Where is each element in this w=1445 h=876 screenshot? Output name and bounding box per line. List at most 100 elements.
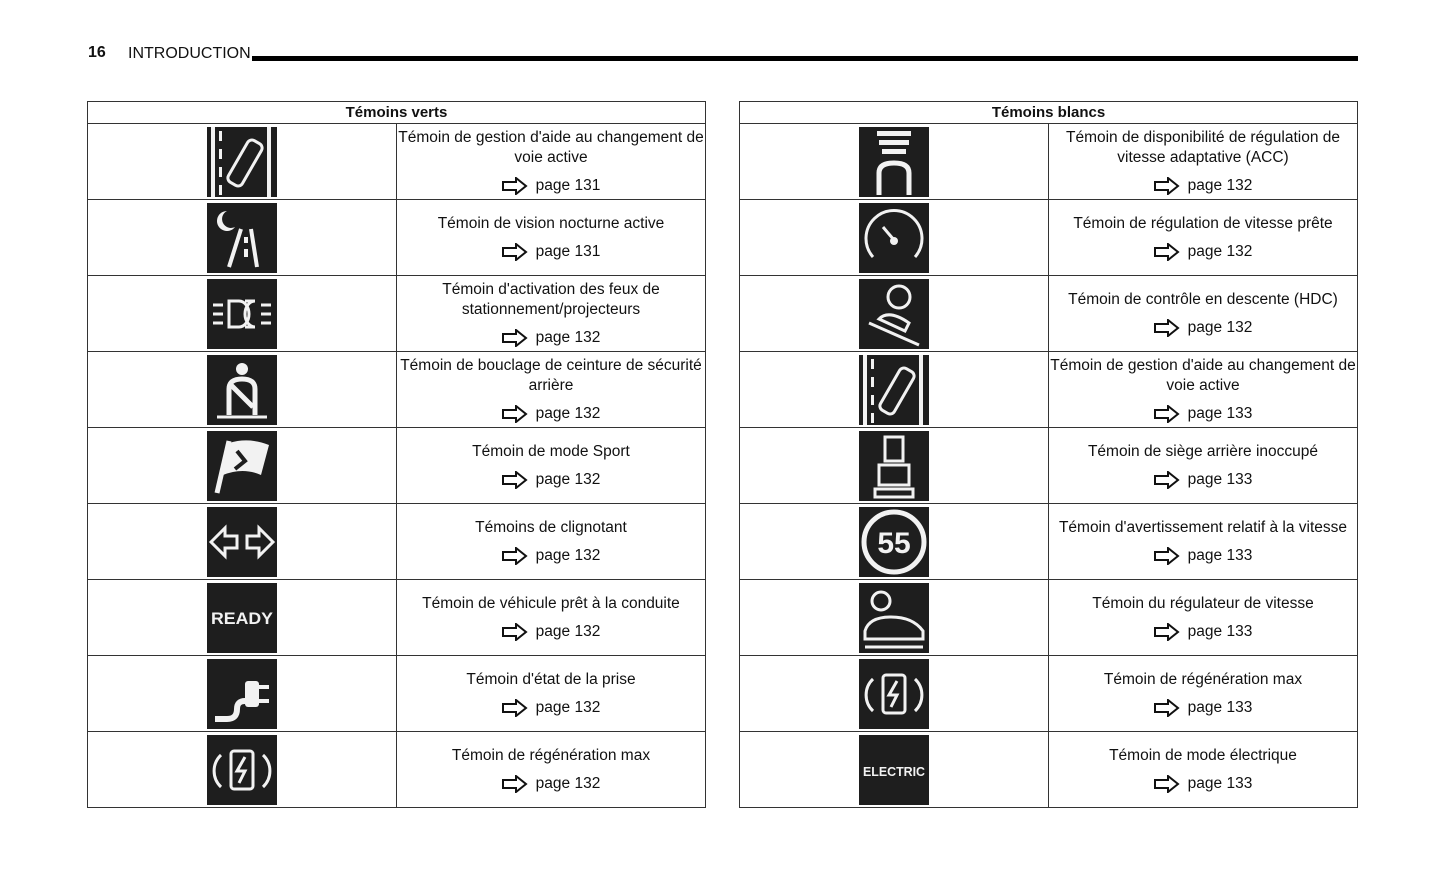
page-link[interactable]: page 133 — [1187, 623, 1253, 640]
page-link[interactable]: page 132 — [535, 547, 601, 564]
page-reference[interactable]: page 132 — [397, 699, 705, 717]
page-reference[interactable]: page 131 — [397, 243, 705, 261]
max-regeneration-icon — [859, 658, 929, 729]
icon-cell — [739, 199, 1049, 276]
page-link[interactable]: page 132 — [535, 775, 601, 792]
page-link[interactable]: page 133 — [1187, 547, 1253, 564]
section-title: INTRODUCTION — [128, 45, 251, 62]
arrow-right-icon — [1153, 547, 1180, 565]
arrow-right-icon — [1153, 775, 1180, 793]
icon-cell — [87, 427, 397, 504]
icon-cell — [87, 199, 397, 276]
page-link[interactable]: page 133 — [1187, 775, 1253, 792]
header-rule — [252, 56, 1358, 61]
page-reference[interactable]: page 131 — [397, 177, 705, 195]
page-link[interactable]: page 132 — [1187, 177, 1253, 194]
indicator-description: Témoin de vision nocturne active — [437, 215, 665, 232]
description-cell: Témoin de mode électrique page 133 — [1048, 731, 1358, 808]
page-number: 16 — [88, 44, 106, 61]
page-link[interactable]: page 133 — [1187, 471, 1253, 488]
page-reference[interactable]: page 133 — [1049, 471, 1357, 489]
page-link[interactable]: page 133 — [1187, 405, 1253, 422]
page-link[interactable]: page 132 — [1187, 243, 1253, 260]
speed-label: 55 — [877, 527, 910, 560]
rear-seat-unoccupied-icon — [859, 430, 929, 501]
page-reference[interactable]: page 132 — [1049, 319, 1357, 337]
ready-icon: READY — [207, 582, 277, 653]
page-reference[interactable]: page 133 — [1049, 547, 1357, 565]
page-reference[interactable]: page 132 — [397, 329, 705, 347]
icon-label: READY — [211, 609, 274, 628]
icon-cell — [739, 351, 1049, 428]
page-link[interactable]: page 133 — [1187, 699, 1253, 716]
acc-available-icon — [859, 126, 929, 197]
page-link[interactable]: page 132 — [535, 329, 601, 346]
turn-signal-icon — [207, 506, 277, 577]
arrow-right-icon — [1153, 405, 1180, 423]
page-reference[interactable]: page 133 — [1049, 405, 1357, 423]
icon-cell — [87, 731, 397, 808]
page-reference[interactable]: page 132 — [397, 547, 705, 565]
description-cell: Témoin d'avertissement relatif à la vite… — [1048, 503, 1358, 580]
icon-cell: 55 — [739, 503, 1049, 580]
page-link[interactable]: page 132 — [535, 471, 601, 488]
table-row: Témoin de régulation de vitesse prête pa… — [739, 199, 1358, 276]
night-vision-icon — [207, 202, 277, 273]
page-reference[interactable]: page 132 — [1049, 243, 1357, 261]
icon-cell — [739, 427, 1049, 504]
arrow-right-icon — [501, 177, 528, 195]
speed-regulator-icon — [859, 582, 929, 653]
description-cell: Témoin d'état de la prise page 132 — [396, 655, 706, 732]
arrow-right-icon — [1153, 471, 1180, 489]
page-link[interactable]: page 132 — [535, 623, 601, 640]
description-cell: Témoin de contrôle en descente (HDC) pag… — [1048, 275, 1358, 352]
description-cell: Témoin de régulation de vitesse prête pa… — [1048, 199, 1358, 276]
hill-descent-control-icon — [859, 278, 929, 349]
icon-cell — [739, 123, 1049, 200]
indicator-description: Témoin de régénération max — [1103, 671, 1303, 688]
page-link[interactable]: page 132 — [1187, 319, 1253, 336]
page-reference[interactable]: page 132 — [1049, 177, 1357, 195]
page-header: 16 INTRODUCTION — [88, 44, 1358, 64]
page-reference[interactable]: page 132 — [397, 623, 705, 641]
page-reference[interactable]: page 132 — [397, 775, 705, 793]
arrow-right-icon — [501, 547, 528, 565]
page-link[interactable]: page 131 — [535, 243, 601, 260]
table-row: Témoin de vision nocturne active page 13… — [87, 199, 706, 276]
description-cell: Témoin de bouclage de ceinture de sécuri… — [396, 351, 706, 428]
indicator-description: Témoin d'état de la prise — [466, 671, 636, 688]
electric-mode-icon: ELECTRIC — [859, 734, 929, 805]
icon-label: ELECTRIC — [863, 764, 926, 779]
icon-cell — [739, 579, 1049, 656]
description-cell: Témoin de mode Sport page 132 — [396, 427, 706, 504]
indicator-description: Témoin d'activation des feux de stationn… — [442, 281, 660, 318]
description-cell: Témoin de gestion d'aide au changement d… — [1048, 351, 1358, 428]
indicator-description: Témoin de disponibilité de régulation de… — [1065, 129, 1340, 166]
table-row: Témoin de régénération max page 133 — [739, 655, 1358, 732]
rear-seatbelt-icon — [207, 354, 277, 425]
page-link[interactable]: page 131 — [535, 177, 601, 194]
arrow-right-icon — [1153, 699, 1180, 717]
page-reference[interactable]: page 133 — [1049, 775, 1357, 793]
indicator-description: Témoin de véhicule prêt à la conduite — [422, 595, 680, 612]
green-indicators-table: Témoins verts Témoin de gestion d'aide a… — [87, 101, 706, 808]
white-indicators-table: Témoins blancs Témoin de disponibilité d… — [739, 101, 1358, 808]
table-row: Témoin d'état de la prise page 132 — [87, 655, 706, 732]
lane-change-assist-icon — [207, 126, 277, 197]
arrow-right-icon — [501, 699, 528, 717]
arrow-right-icon — [501, 471, 528, 489]
table-row: Témoin d'activation des feux de stationn… — [87, 275, 706, 352]
icon-cell — [87, 275, 397, 352]
page-reference[interactable]: page 133 — [1049, 699, 1357, 717]
page-reference[interactable]: page 132 — [397, 405, 705, 423]
page-link[interactable]: page 132 — [535, 699, 601, 716]
icon-cell — [87, 655, 397, 732]
description-cell: Témoin de véhicule prêt à la conduite pa… — [396, 579, 706, 656]
plug-status-icon — [207, 658, 277, 729]
icon-cell — [87, 351, 397, 428]
table-row: ELECTRIC Témoin de mode électrique page … — [739, 731, 1358, 808]
indicator-description: Témoin de bouclage de ceinture de sécuri… — [400, 357, 702, 394]
page-reference[interactable]: page 133 — [1049, 623, 1357, 641]
page-link[interactable]: page 132 — [535, 405, 601, 422]
page-reference[interactable]: page 132 — [397, 471, 705, 489]
